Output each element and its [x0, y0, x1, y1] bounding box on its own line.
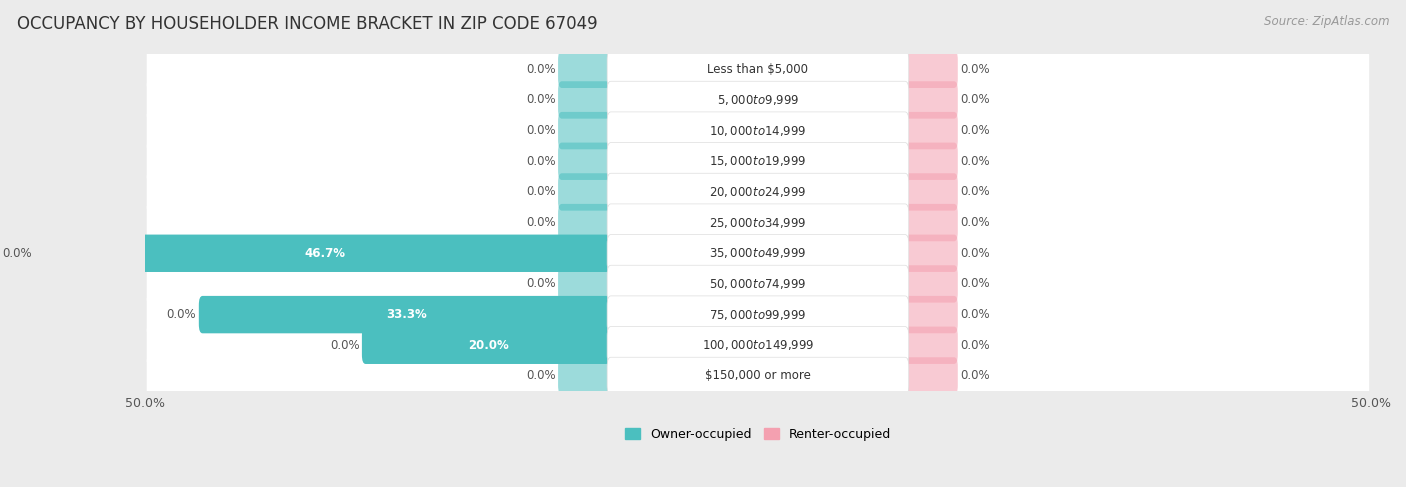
FancyBboxPatch shape	[146, 356, 1369, 395]
Text: $75,000 to $99,999: $75,000 to $99,999	[709, 308, 807, 321]
FancyBboxPatch shape	[607, 235, 908, 272]
Text: 46.7%: 46.7%	[304, 247, 344, 260]
Text: 0.0%: 0.0%	[167, 308, 197, 321]
FancyBboxPatch shape	[607, 265, 908, 302]
Text: 0.0%: 0.0%	[960, 247, 990, 260]
FancyBboxPatch shape	[607, 143, 908, 180]
Text: 0.0%: 0.0%	[526, 94, 555, 107]
FancyBboxPatch shape	[198, 296, 614, 333]
Text: 0.0%: 0.0%	[960, 155, 990, 168]
FancyBboxPatch shape	[607, 357, 908, 394]
FancyBboxPatch shape	[558, 81, 614, 119]
FancyBboxPatch shape	[146, 326, 1369, 365]
FancyBboxPatch shape	[146, 295, 1369, 334]
Text: 0.0%: 0.0%	[3, 247, 32, 260]
Text: 0.0%: 0.0%	[960, 216, 990, 229]
FancyBboxPatch shape	[146, 203, 1369, 242]
Text: 0.0%: 0.0%	[526, 124, 555, 137]
FancyBboxPatch shape	[901, 296, 957, 333]
FancyBboxPatch shape	[901, 265, 957, 302]
FancyBboxPatch shape	[901, 51, 957, 88]
Text: 0.0%: 0.0%	[960, 370, 990, 382]
Text: $10,000 to $14,999: $10,000 to $14,999	[709, 124, 807, 138]
FancyBboxPatch shape	[146, 142, 1369, 181]
Text: $25,000 to $34,999: $25,000 to $34,999	[709, 216, 807, 229]
Text: 0.0%: 0.0%	[960, 186, 990, 198]
FancyBboxPatch shape	[607, 204, 908, 242]
Text: 0.0%: 0.0%	[960, 63, 990, 76]
FancyBboxPatch shape	[901, 235, 957, 272]
FancyBboxPatch shape	[146, 234, 1369, 273]
Text: $100,000 to $149,999: $100,000 to $149,999	[702, 338, 814, 352]
FancyBboxPatch shape	[35, 235, 614, 272]
Text: $35,000 to $49,999: $35,000 to $49,999	[709, 246, 807, 260]
FancyBboxPatch shape	[607, 112, 908, 150]
FancyBboxPatch shape	[146, 81, 1369, 119]
FancyBboxPatch shape	[901, 173, 957, 211]
Text: OCCUPANCY BY HOUSEHOLDER INCOME BRACKET IN ZIP CODE 67049: OCCUPANCY BY HOUSEHOLDER INCOME BRACKET …	[17, 15, 598, 33]
Text: 0.0%: 0.0%	[526, 63, 555, 76]
Text: 20.0%: 20.0%	[468, 339, 509, 352]
Text: $5,000 to $9,999: $5,000 to $9,999	[717, 93, 799, 107]
FancyBboxPatch shape	[607, 81, 908, 119]
Text: 0.0%: 0.0%	[960, 278, 990, 290]
FancyBboxPatch shape	[146, 172, 1369, 211]
Text: 0.0%: 0.0%	[960, 308, 990, 321]
FancyBboxPatch shape	[607, 173, 908, 211]
FancyBboxPatch shape	[558, 204, 614, 242]
Text: 0.0%: 0.0%	[960, 339, 990, 352]
FancyBboxPatch shape	[901, 327, 957, 364]
Text: $15,000 to $19,999: $15,000 to $19,999	[709, 154, 807, 169]
Text: 0.0%: 0.0%	[526, 370, 555, 382]
FancyBboxPatch shape	[361, 327, 614, 364]
Text: 0.0%: 0.0%	[526, 155, 555, 168]
Text: $20,000 to $24,999: $20,000 to $24,999	[709, 185, 807, 199]
FancyBboxPatch shape	[901, 143, 957, 180]
FancyBboxPatch shape	[607, 51, 908, 88]
Text: Less than $5,000: Less than $5,000	[707, 63, 808, 76]
FancyBboxPatch shape	[146, 264, 1369, 303]
FancyBboxPatch shape	[146, 112, 1369, 150]
FancyBboxPatch shape	[901, 204, 957, 242]
Text: 0.0%: 0.0%	[526, 216, 555, 229]
FancyBboxPatch shape	[901, 81, 957, 119]
FancyBboxPatch shape	[558, 112, 614, 150]
Text: 0.0%: 0.0%	[330, 339, 360, 352]
Legend: Owner-occupied, Renter-occupied: Owner-occupied, Renter-occupied	[620, 423, 896, 446]
FancyBboxPatch shape	[901, 357, 957, 394]
FancyBboxPatch shape	[558, 265, 614, 302]
Text: Source: ZipAtlas.com: Source: ZipAtlas.com	[1264, 15, 1389, 28]
FancyBboxPatch shape	[607, 296, 908, 333]
Text: 33.3%: 33.3%	[387, 308, 427, 321]
Text: 0.0%: 0.0%	[960, 94, 990, 107]
Text: 0.0%: 0.0%	[526, 186, 555, 198]
FancyBboxPatch shape	[558, 143, 614, 180]
FancyBboxPatch shape	[558, 357, 614, 394]
FancyBboxPatch shape	[607, 327, 908, 364]
FancyBboxPatch shape	[146, 50, 1369, 89]
FancyBboxPatch shape	[558, 51, 614, 88]
FancyBboxPatch shape	[901, 112, 957, 150]
Text: $150,000 or more: $150,000 or more	[704, 370, 811, 382]
Text: $50,000 to $74,999: $50,000 to $74,999	[709, 277, 807, 291]
Text: 0.0%: 0.0%	[526, 278, 555, 290]
FancyBboxPatch shape	[558, 173, 614, 211]
Text: 0.0%: 0.0%	[960, 124, 990, 137]
